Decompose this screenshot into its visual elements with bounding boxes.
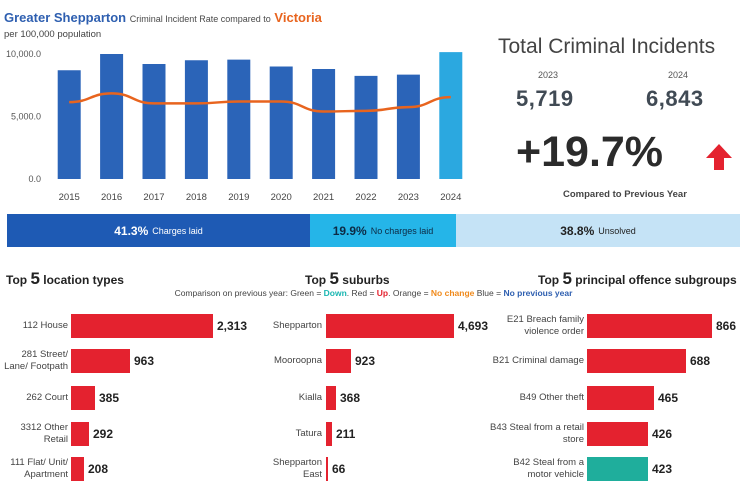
offence-bar — [587, 422, 648, 446]
suburb-label: Kialla — [298, 392, 322, 404]
outcome-segment-no-charges-laid: 19.9% No charges laid — [310, 214, 456, 247]
offence-bar — [587, 314, 712, 338]
offence-bar — [587, 386, 654, 410]
suburb-label: Mooroopna — [273, 355, 322, 367]
location-value: 208 — [88, 462, 109, 476]
section-title-offences: Top 5 principal offence subgroups — [538, 269, 737, 288]
outcome-label: No charges laid — [370, 225, 434, 236]
offence-value: 688 — [690, 354, 711, 368]
bar-2017 — [142, 64, 166, 179]
x-tick-label: 2016 — [101, 192, 122, 203]
suburb-value: 368 — [340, 391, 361, 405]
x-tick-label: 2019 — [228, 192, 249, 203]
kpi-change-percent: +19.7% — [516, 128, 664, 176]
y-tick-label: 5,000.0 — [11, 112, 41, 122]
suburb-value: 4,693 — [458, 319, 489, 333]
bar-2015 — [57, 70, 81, 179]
suburb-bar — [326, 422, 332, 446]
suburb-bar — [326, 386, 336, 410]
offence-bar — [587, 349, 686, 373]
offence-value: 423 — [652, 462, 673, 476]
location-bar — [71, 422, 89, 446]
offence-label: B21 Criminal damage — [492, 355, 584, 367]
incident-rate-chart: 0.0 5,000.0 10,000.0 2015 2016 2017 2018 2019 20… — [6, 49, 463, 203]
bar-2018 — [184, 60, 208, 179]
x-tick-label: 2024 — [440, 192, 461, 203]
offence-label: B42 Steal from a motor vehicle — [513, 457, 584, 480]
section-title-suburbs: Top 5 suburbs — [305, 269, 390, 288]
suburb-label: Shepparton — [272, 320, 322, 332]
suburb-bar — [326, 457, 328, 481]
x-tick-label: 2018 — [186, 192, 207, 203]
chart-subtitle: per 100,000 population — [4, 29, 102, 40]
bar-2020 — [269, 66, 293, 179]
outcome-label: Unsolved — [598, 225, 636, 236]
suburb-label: Shepparton East — [272, 457, 322, 480]
x-tick-label: 2015 — [59, 192, 80, 203]
bar-2022 — [354, 75, 378, 179]
title-mid-text: Criminal Incident Rate compared to — [129, 14, 271, 24]
kpi-value-curr: 6,843 — [646, 86, 704, 111]
section-title-locations: Top 5 location types — [6, 269, 124, 288]
title-compare-region: Victoria — [274, 10, 322, 25]
location-value: 963 — [134, 354, 155, 368]
bar-2024 — [439, 52, 463, 179]
location-value: 292 — [93, 427, 114, 441]
offence-value: 426 — [652, 427, 673, 441]
location-value: 2,313 — [217, 319, 248, 333]
location-bar — [71, 457, 84, 481]
x-tick-label: 2020 — [271, 192, 292, 203]
outcome-percent: 41.3% — [114, 223, 149, 238]
location-label: 3312 Other Retail — [20, 422, 68, 445]
location-bar — [71, 314, 213, 338]
location-label: 262 Court — [26, 392, 68, 404]
offence-value: 465 — [658, 391, 679, 405]
x-tick-label: 2021 — [313, 192, 334, 203]
offence-label: B49 Other theft — [519, 392, 584, 404]
suburb-bar — [326, 314, 454, 338]
suburb-label: Tatura — [295, 428, 322, 440]
offence-value: 866 — [716, 319, 737, 333]
kpi-year-prev: 2023 — [538, 70, 559, 80]
suburb-bar — [326, 349, 351, 373]
suburb-value: 211 — [336, 427, 356, 441]
location-value: 385 — [99, 391, 120, 405]
outcome-segment-charges-laid: 41.3% Charges laid — [7, 214, 310, 247]
kpi-title: Total Criminal Incidents — [498, 35, 716, 58]
location-label: 111 Flat/ Unit/ Apartment — [10, 457, 68, 480]
x-tick-label: 2017 — [143, 192, 164, 203]
outcome-label: Charges laid — [152, 225, 203, 236]
y-tick-label: 0.0 — [28, 174, 41, 184]
offence-label: E21 Breach family violence order — [506, 314, 584, 337]
location-label: 281 Street/ Lane/ Footpath — [4, 349, 68, 372]
bar-2019 — [227, 59, 251, 179]
outcome-percent: 19.9% — [332, 223, 367, 238]
bar-2021 — [312, 69, 336, 179]
y-tick-label: 10,000.0 — [6, 49, 41, 59]
location-bar — [71, 386, 95, 410]
comparison-legend: Comparison on previous year: Green = Dow… — [174, 288, 573, 298]
bar-2016 — [100, 54, 124, 179]
offence-bar — [587, 457, 648, 481]
suburb-value: 923 — [355, 354, 376, 368]
kpi-caption: Compared to Previous Year — [563, 189, 687, 200]
kpi-value-prev: 5,719 — [516, 86, 574, 111]
title-region: Greater Shepparton — [4, 10, 127, 25]
location-label: 112 House — [22, 320, 68, 332]
x-tick-label: 2022 — [355, 192, 376, 203]
offence-label: B43 Steal from a retail store — [490, 422, 584, 445]
outcome-percent: 38.8% — [560, 223, 595, 238]
x-tick-label: 2023 — [398, 192, 419, 203]
victoria-rate-line — [69, 92, 451, 113]
location-bar — [71, 349, 130, 373]
outcome-segment-unsolved: 38.8% Unsolved — [456, 214, 740, 247]
suburb-value: 66 — [332, 462, 346, 476]
chart-title: Greater Shepparton Criminal Incident Rat… — [4, 10, 322, 25]
bar-2023 — [396, 74, 420, 179]
up-arrow-icon — [706, 144, 732, 170]
kpi-year-curr: 2024 — [668, 70, 689, 80]
